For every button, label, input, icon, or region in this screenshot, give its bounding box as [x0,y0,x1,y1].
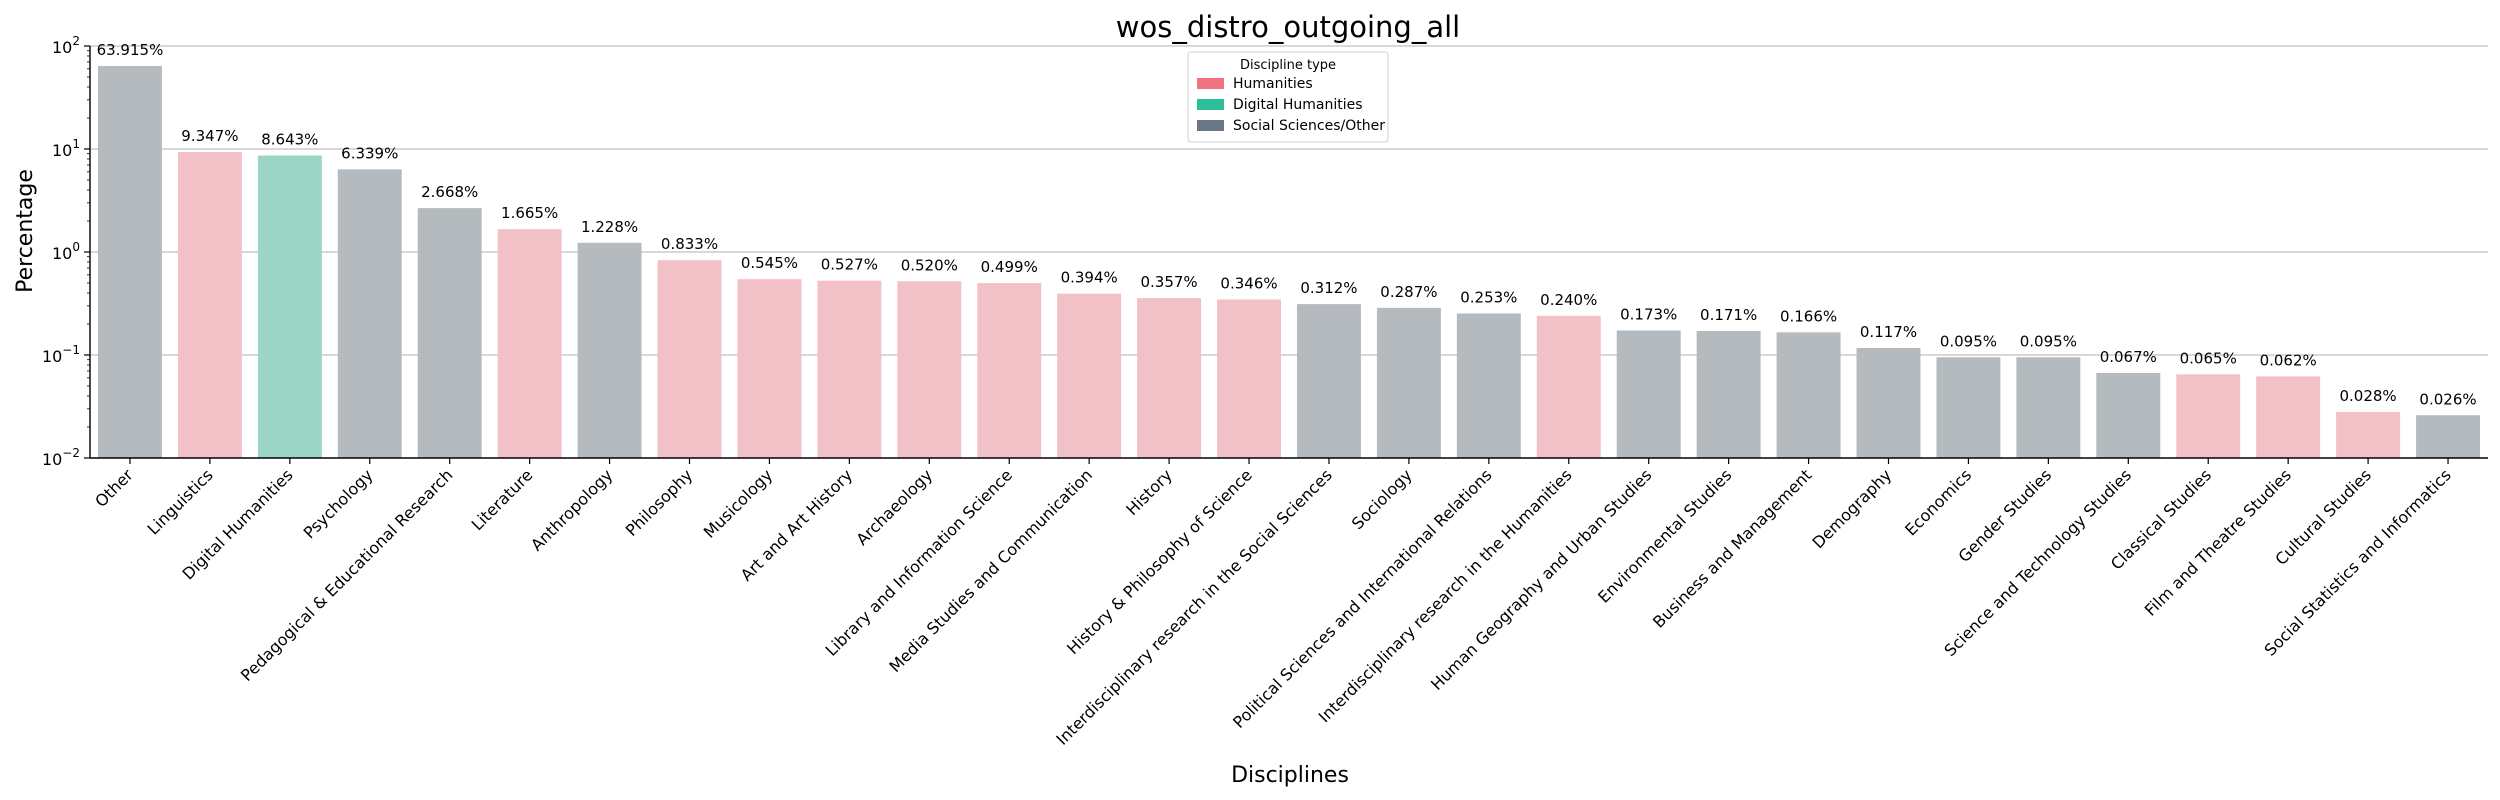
data-label: 6.339% [341,144,398,162]
y-tick-label: 102 [52,34,80,57]
data-label: 0.065% [2180,349,2237,367]
bar [1057,293,1122,458]
data-label: 0.253% [1460,288,1517,306]
data-label: 0.499% [981,258,1038,276]
data-label: 8.643% [261,131,318,149]
x-tick-label: Other [91,465,137,511]
legend-swatch [1197,78,1224,89]
x-tick-label: Interdisciplinary research in the Social… [1052,465,1335,748]
bar [2176,374,2241,458]
legend-swatch [1197,99,1224,110]
data-label: 0.520% [901,256,958,274]
bar [97,66,162,458]
x-tick-label: History [1122,465,1176,519]
data-label: 0.095% [1940,332,1997,350]
data-label: 0.346% [1220,274,1277,292]
data-labels: 63.915% 9.347% 8.643% 6.339% 2.668% 1.665% 1.2… [97,41,2477,408]
bar [657,260,722,458]
legend-label: Social Sciences/Other [1233,118,1385,134]
bar [817,280,882,458]
legend-label: Digital Humanities [1233,97,1363,113]
legend-entries: Humanities Digital Humanities Social Scien… [1197,76,1385,134]
x-tick-label: Environmental Studies [1594,465,1735,606]
bar [1936,357,2001,458]
bar [1296,304,1361,458]
legend-label: Humanities [1233,76,1313,92]
data-label: 0.357% [1140,273,1197,291]
x-tick-label: Literature [468,465,537,534]
x-tick-label: Philosophy [622,465,697,540]
data-label: 0.545% [741,254,798,272]
x-tick-label: Economics [1901,465,1975,539]
x-tick-label: Musicology [700,465,776,541]
data-label: 0.028% [2339,387,2396,405]
bar [1376,307,1441,458]
x-tick-label: Film and Theatre Studies [2141,465,2295,619]
data-label: 0.166% [1780,307,1837,325]
data-label: 63.915% [97,41,164,59]
y-tick-label: 101 [52,137,80,160]
y-tick-label: 10−1 [42,343,80,366]
x-tick-label: Sociology [1348,465,1416,533]
bar [1536,315,1601,458]
data-label: 2.668% [421,183,478,201]
bar [1456,313,1521,458]
bar [2336,411,2401,458]
data-label: 0.833% [661,235,718,253]
data-label: 0.171% [1700,306,1757,324]
bar [1217,299,1282,458]
bar [1696,331,1761,458]
x-tick-label: Linguistics [144,465,217,538]
x-tick-label: Business and Management [1649,465,1815,631]
bar [2016,357,2081,458]
bar [2416,415,2481,458]
grid-lines [90,45,2488,356]
y-axis-title: Percentage [13,169,38,293]
bar [2256,376,2321,458]
data-label: 0.026% [2419,390,2476,408]
data-label: 0.287% [1380,283,1437,301]
bar [737,279,802,458]
x-axis-title: Disciplines [1231,763,1349,788]
y-tick-label: 100 [52,240,80,263]
bar [337,169,402,459]
data-label: 9.347% [181,127,238,145]
bar [1616,330,1681,458]
bar [497,229,562,458]
data-label: 1.228% [581,218,638,236]
x-tick-label: Demography [1808,465,1895,552]
bar [577,242,642,458]
data-label: 0.240% [1540,291,1597,309]
bar [977,283,1042,458]
data-label: 0.095% [2020,332,2077,350]
data-label: 1.665% [501,204,558,222]
data-label: 0.062% [2260,351,2317,369]
legend: Discipline type Humanities Digital Humani… [1187,51,1389,143]
data-label: 0.527% [821,256,878,274]
y-tick-label: 10−2 [42,446,80,469]
data-label: 0.067% [2100,348,2157,366]
x-tick-label: Archaeology [852,465,936,549]
data-label: 0.394% [1061,269,1118,287]
bar [177,152,242,458]
bar [1856,347,1921,458]
bars [97,66,2481,459]
chart-title: wos_distro_outgoing_all [1116,10,1460,44]
data-label: 0.117% [1860,323,1917,341]
bar [1776,332,1841,458]
legend-title: Discipline type [1240,58,1336,73]
bar [1137,298,1202,458]
x-tick-label: Psychology [300,465,377,542]
bar [257,155,322,458]
data-label: 0.173% [1620,305,1677,323]
x-tick-label: Anthropology [527,465,616,554]
data-label: 0.312% [1300,279,1357,297]
bar [417,208,482,458]
bar [897,281,962,458]
legend-swatch [1197,120,1224,131]
bar [2096,372,2161,458]
legend-box [1187,51,1389,143]
